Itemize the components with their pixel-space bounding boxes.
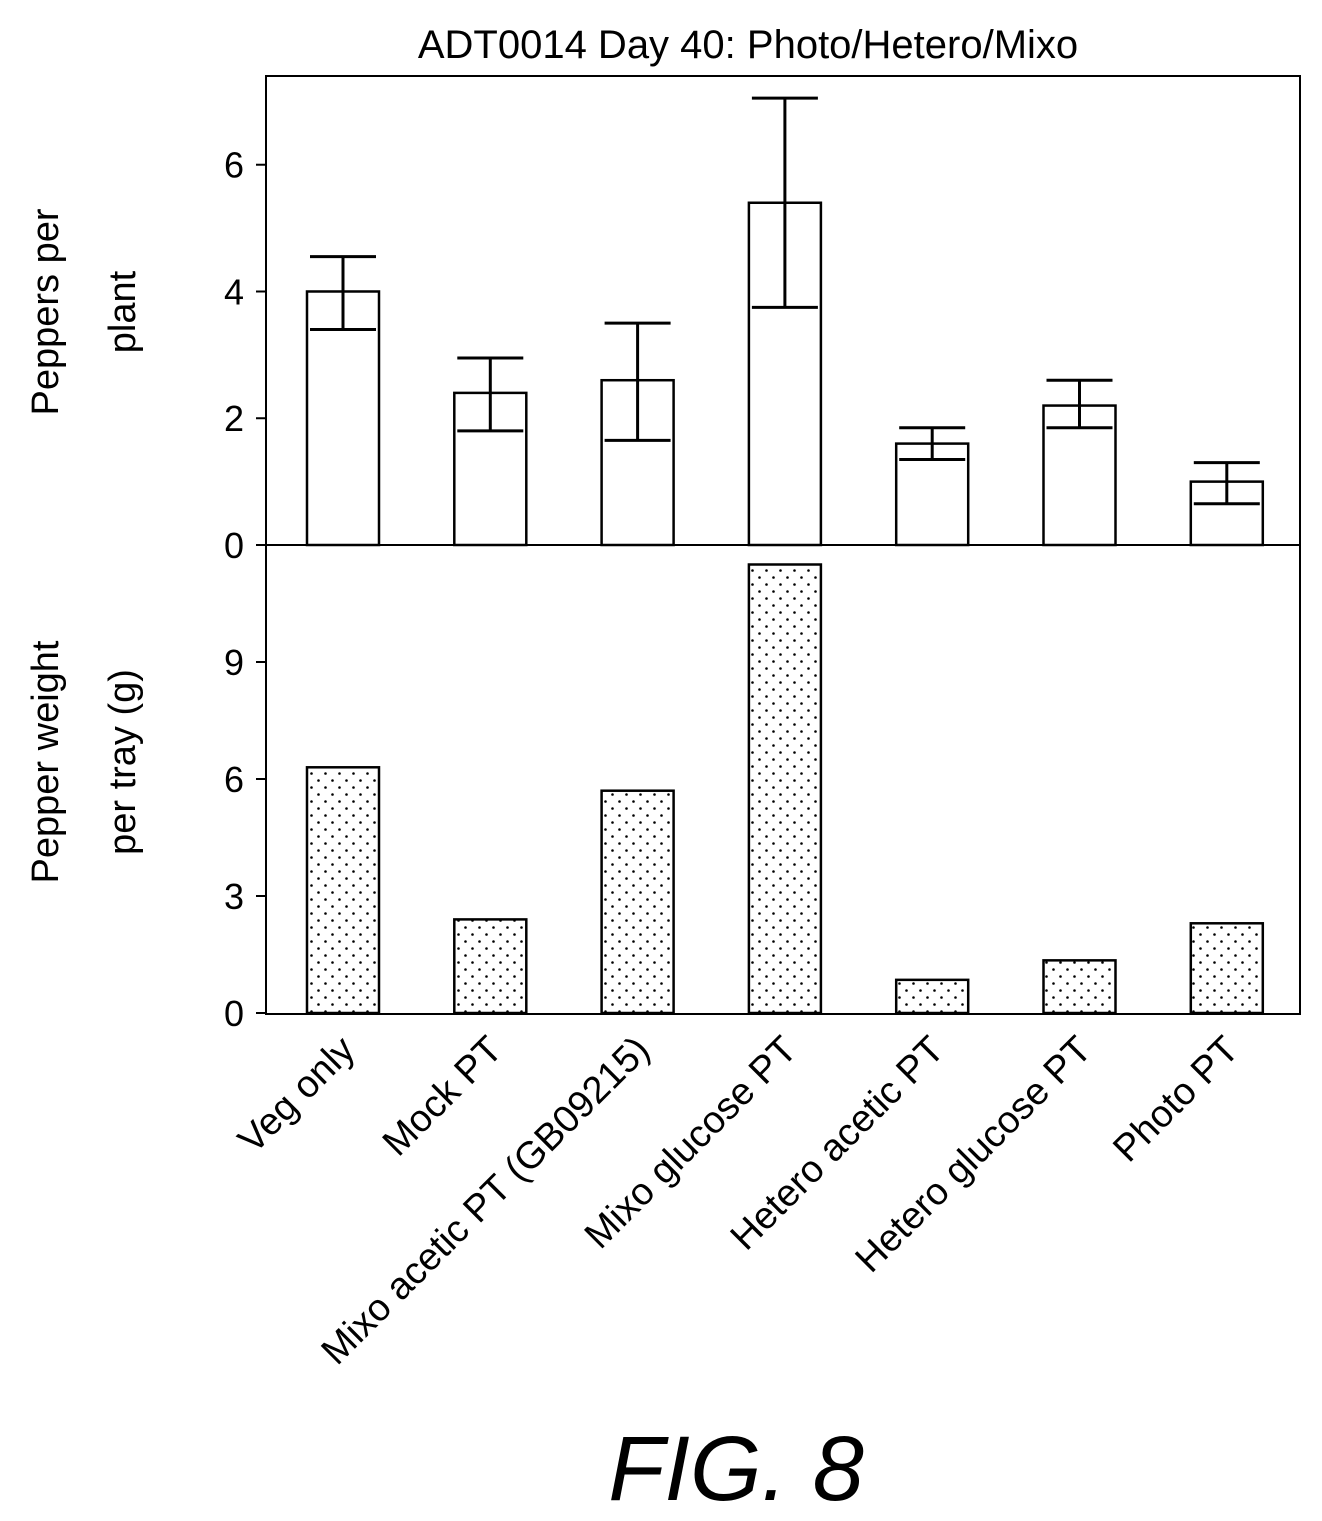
top-y-tick-label: 0 [224, 525, 244, 566]
bottom-y-tick-label: 3 [224, 876, 244, 917]
top-y-axis-title-line-1: Peppers per [25, 208, 67, 415]
top-y-tick-label: 6 [224, 145, 244, 186]
bottom-bar [1189, 922, 1265, 1015]
top-y-axis-title-line-2: plant [102, 270, 144, 353]
bottom-bar [305, 766, 381, 1015]
bottom-y-tick-label: 0 [224, 993, 244, 1034]
top-y-tick-label: 4 [224, 271, 244, 312]
bottom-y-axis-title-line-1: Pepper weight [25, 640, 67, 883]
bottom-bar [1042, 959, 1117, 1015]
top-y-tick-label: 2 [224, 398, 244, 439]
top-bar [305, 290, 381, 547]
bars [305, 201, 1265, 1015]
bottom-y-tick-label: 9 [224, 642, 244, 683]
top-bar [1189, 480, 1265, 547]
bottom-bar [600, 789, 675, 1015]
bottom-y-axis-title-line-2: per tray (g) [102, 669, 144, 855]
category-label: Mock PT [375, 1029, 511, 1165]
category-label: Photo PT [1105, 1029, 1247, 1171]
bottom-y-tick-label: 6 [224, 759, 244, 800]
chart-title: ADT0014 Day 40: Photo/Hetero/Mixo [418, 23, 1078, 67]
bottom-bar [747, 563, 823, 1015]
y-axis-ticks: 0 2 4 6 3 6 9 0 [224, 145, 266, 1034]
bottom-bar [894, 978, 970, 1015]
category-label: Veg only [231, 1029, 364, 1162]
error-bars [310, 96, 1260, 506]
bottom-bar [453, 918, 528, 1015]
figure-caption: FIG. 8 [608, 1418, 864, 1520]
